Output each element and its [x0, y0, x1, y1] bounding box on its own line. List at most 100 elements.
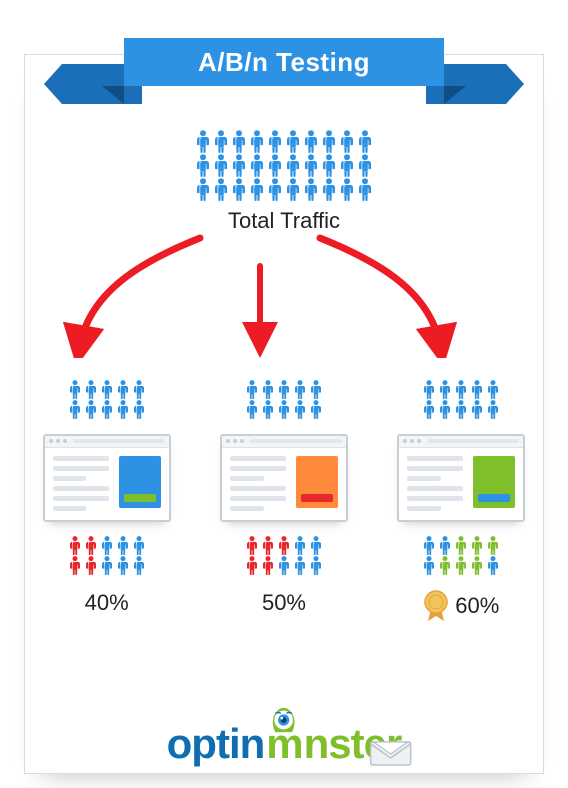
person-icon: [246, 556, 258, 576]
person-icon: [196, 130, 210, 154]
person-icon: [294, 380, 306, 400]
person-icon: [487, 400, 499, 420]
person-icon: [117, 556, 129, 576]
person-icon: [294, 556, 306, 576]
people-row: [174, 130, 394, 154]
person-icon: [246, 380, 258, 400]
person-icon: [85, 400, 97, 420]
person-icon: [232, 154, 246, 178]
person-icon: [304, 130, 318, 154]
person-icon: [439, 400, 451, 420]
monster-eye-icon: [270, 706, 298, 734]
browser-mock: [397, 434, 525, 522]
person-icon: [304, 178, 318, 202]
person-icon: [214, 154, 228, 178]
variants-row: 40% 50%: [0, 380, 568, 622]
person-icon: [322, 178, 336, 202]
person-icon: [278, 556, 290, 576]
title-banner: A/B/n Testing: [74, 34, 494, 108]
variant-percent: 40%: [85, 590, 129, 616]
person-icon: [310, 536, 322, 556]
person-icon: [423, 400, 435, 420]
person-icon: [101, 556, 113, 576]
person-icon: [278, 400, 290, 420]
person-icon: [358, 154, 372, 178]
variant-A: 40%: [32, 380, 182, 622]
person-icon: [455, 400, 467, 420]
winner-badge-icon: [423, 590, 449, 622]
person-icon: [340, 178, 354, 202]
variant-C: 60%: [386, 380, 536, 622]
person-icon: [358, 130, 372, 154]
person-icon: [262, 400, 274, 420]
person-icon: [133, 556, 145, 576]
person-icon: [262, 536, 274, 556]
variant-result: [423, 536, 499, 576]
person-icon: [268, 154, 282, 178]
person-icon: [246, 536, 258, 556]
total-traffic-group: Total Traffic: [174, 130, 394, 234]
people-row: [69, 400, 145, 420]
banner-title: A/B/n Testing: [124, 38, 444, 86]
person-icon: [69, 380, 81, 400]
variant-percent: 50%: [262, 590, 306, 616]
person-icon: [117, 400, 129, 420]
person-icon: [133, 400, 145, 420]
person-icon: [423, 536, 435, 556]
person-icon: [262, 556, 274, 576]
browser-mock: [43, 434, 171, 522]
person-icon: [85, 556, 97, 576]
person-icon: [262, 380, 274, 400]
person-icon: [455, 380, 467, 400]
person-icon: [455, 556, 467, 576]
person-icon: [69, 556, 81, 576]
person-icon: [471, 380, 483, 400]
person-icon: [439, 380, 451, 400]
people-row: [423, 556, 499, 576]
variant-percent: 60%: [455, 593, 499, 619]
person-icon: [268, 130, 282, 154]
person-icon: [268, 178, 282, 202]
person-icon: [278, 536, 290, 556]
person-icon: [232, 178, 246, 202]
split-arrows: [0, 228, 520, 358]
logo-text-m: m: [264, 720, 303, 768]
person-icon: [471, 536, 483, 556]
person-icon: [294, 536, 306, 556]
people-row: [423, 400, 499, 420]
people-row: [246, 556, 322, 576]
variant-B: 50%: [209, 380, 359, 622]
logo-text-optin: optin: [167, 720, 265, 768]
variant-incoming: [246, 380, 322, 420]
browser-mock: [220, 434, 348, 522]
variant-percent-row: 40%: [85, 590, 129, 616]
banner-fold-right: [444, 86, 466, 104]
person-icon: [278, 380, 290, 400]
person-icon: [471, 400, 483, 420]
banner-fold-left: [102, 86, 124, 104]
person-icon: [310, 380, 322, 400]
person-icon: [69, 536, 81, 556]
person-icon: [439, 556, 451, 576]
variant-incoming: [69, 380, 145, 420]
person-icon: [310, 556, 322, 576]
person-icon: [101, 400, 113, 420]
envelope-icon: [369, 736, 411, 766]
person-icon: [69, 400, 81, 420]
people-row: [246, 536, 322, 556]
person-icon: [340, 130, 354, 154]
person-icon: [286, 130, 300, 154]
person-icon: [214, 130, 228, 154]
person-icon: [117, 380, 129, 400]
person-icon: [101, 536, 113, 556]
person-icon: [487, 380, 499, 400]
people-row: [423, 380, 499, 400]
person-icon: [286, 154, 300, 178]
variant-percent-row: 50%: [262, 590, 306, 616]
person-icon: [439, 536, 451, 556]
person-icon: [196, 154, 210, 178]
person-icon: [133, 536, 145, 556]
person-icon: [455, 536, 467, 556]
person-icon: [471, 556, 483, 576]
person-icon: [133, 380, 145, 400]
